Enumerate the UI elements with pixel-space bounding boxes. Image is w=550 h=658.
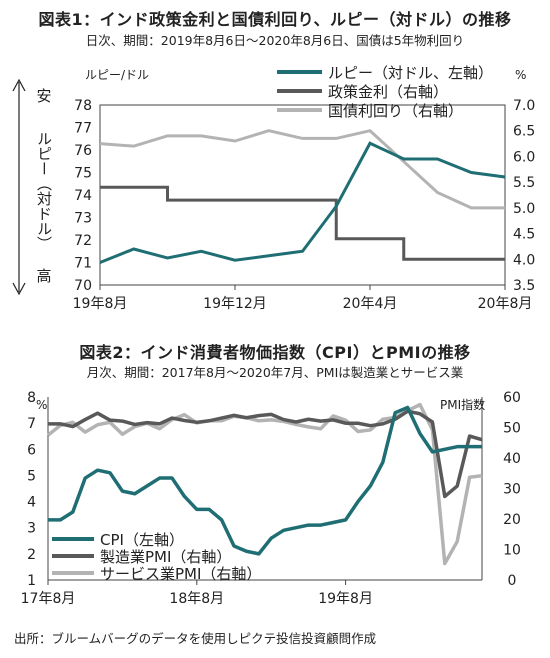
side-label-mid: ルピー（対ドル） (35, 131, 53, 251)
x-tick-label: 19年12月 (203, 296, 267, 312)
legend-label: 製造業PMI（右軸） (100, 548, 231, 566)
y-right-tick-label: 0 (508, 573, 517, 589)
side-label-bottom: 高 (36, 267, 51, 285)
y-right-tick-label: 4.0 (513, 252, 535, 268)
y-right-tick-label: 60 (503, 390, 521, 406)
x-tick-label: 17年8月 (21, 591, 76, 607)
y-right-tick-label: 40 (503, 451, 521, 467)
y-left-tick-label: 70 (74, 278, 92, 294)
side-arrow-head-top (12, 78, 26, 92)
y-right-tick-label: 4.5 (513, 227, 535, 243)
y-left-tick-label: 75 (74, 166, 92, 182)
y-left-tick-label: 5 (27, 468, 36, 484)
y-right-tick-label: 7.0 (513, 98, 535, 114)
y-left-tick-label: 6 (27, 442, 36, 458)
y-left-tick-label: 2 (27, 547, 36, 563)
y-left-tick-label: 77 (74, 121, 92, 137)
y-right-tick-label: 20 (503, 512, 521, 528)
y-left-unit: % (36, 398, 47, 412)
x-tick-label: 18年8月 (169, 591, 224, 607)
y-right-tick-label: 50 (503, 421, 521, 437)
y-left-tick-label: 8 (27, 390, 36, 406)
y-right-tick-label: 3.5 (513, 278, 535, 294)
plot-frame (99, 104, 506, 286)
y-right-tick-label: 6.5 (513, 124, 535, 140)
legend-label: 政策金利（右軸） (328, 83, 448, 101)
y-left-tick-label: 78 (74, 98, 92, 114)
y-right-tick-label: 5.5 (513, 175, 535, 191)
figure1-title: 図表1：インド政策金利と国債利回り、ルピー（対ドル）の推移 (38, 10, 512, 29)
y-right-tick-label: 30 (503, 482, 521, 498)
x-tick-label: 19年8月 (73, 296, 128, 312)
y-left-tick-label: 72 (74, 233, 92, 249)
side-label-top: 安 (36, 87, 51, 105)
legend-label: ルピー（対ドル、左軸） (328, 64, 493, 82)
policy-rate-line (100, 185, 505, 261)
y-left-unit: ルピー/ドル (85, 68, 149, 82)
y-right-tick-label: 10 (503, 543, 521, 559)
legend-label: 国債利回り（右軸） (328, 102, 463, 120)
y-right-tick-label: 6.0 (513, 149, 535, 165)
y-left-tick-label: 74 (74, 188, 92, 204)
y-right-unit: % (515, 68, 526, 82)
legend-label: サービス業PMI（右軸） (100, 565, 261, 583)
figure1-subtitle: 日次、期間：2019年8月6日～2020年8月6日、国債は5年物利回り (85, 33, 465, 48)
rupee-line (99, 141, 506, 264)
x-tick-label: 19年8月 (318, 591, 373, 607)
y-left-tick-label: 73 (74, 211, 92, 227)
y-left-tick-label: 3 (27, 521, 36, 537)
x-tick-label: 20年4月 (343, 296, 398, 312)
y-left-tick-label: 7 (27, 416, 36, 432)
x-tick-label: 20年8月 (478, 296, 533, 312)
y-right-unit: PMI指数 (440, 397, 485, 412)
y-left-tick-label: 4 (27, 495, 36, 511)
y-right-tick-label: 5.0 (513, 201, 535, 217)
figure2-title: 図表2：インド消費者物価指数（CPI）とPMIの推移 (79, 343, 471, 362)
bond-yield-line (99, 129, 505, 210)
y-left-tick-label: 71 (74, 256, 92, 272)
legend-label: CPI（左軸） (100, 531, 184, 549)
figure2-subtitle: 月次、期間：2017年8月～2020年7月、PMIは製造業とサービス業 (86, 365, 464, 380)
source-note: 出所：ブルームバーグのデータを使用しピクテ投信投資顧問作成 (14, 631, 377, 646)
y-left-tick-label: 76 (74, 143, 92, 159)
cpi-line (48, 405, 482, 556)
y-left-tick-label: 1 (27, 573, 36, 589)
chart1: 70 71 72 73 74 75 76 77 78 3.5 4.0 4.5 5.0 5.5 6.0 6.5 7… (12, 64, 535, 312)
side-arrow-head-bottom (12, 282, 26, 296)
